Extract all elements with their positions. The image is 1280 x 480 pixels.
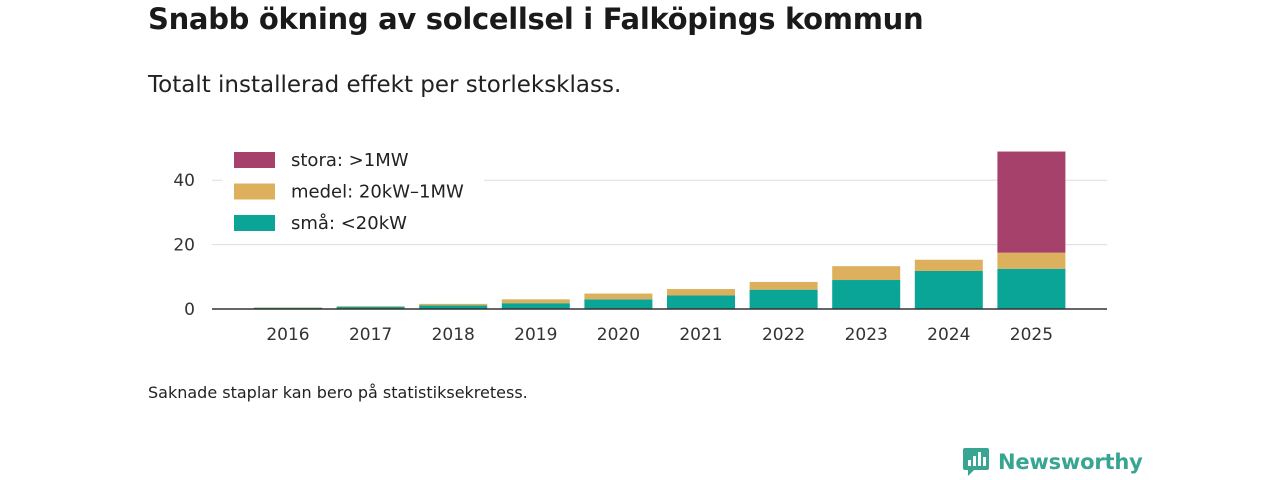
bar-medel-2021 — [667, 289, 735, 296]
bar-medel-2019 — [501, 299, 570, 304]
legend-swatch-sma — [234, 215, 275, 231]
newsworthy-logo-icon — [963, 448, 989, 476]
x-axis-ticks: 2016 2017 2018 2019 2020 2021 2022 2023 2024 2025 — [266, 325, 1053, 345]
x-tick-label: 2024 — [927, 325, 970, 345]
legend-label-sma: små: <20kW — [291, 213, 407, 234]
bar-sma-2019 — [501, 303, 570, 309]
legend-swatch-stora — [234, 152, 275, 168]
bar-sma-2020 — [584, 299, 653, 309]
x-tick-label: 2022 — [762, 325, 805, 345]
brand-name: Newsworthy — [998, 450, 1143, 474]
bar-sma-2024 — [914, 271, 983, 309]
bars — [254, 151, 1066, 309]
legend: stora: >1MW medel: 20kW–1MW små: <20kW — [222, 142, 484, 242]
bar-medel-2020 — [584, 293, 653, 300]
chart-title: Snabb ökning av solcellsel i Falköpings … — [148, 2, 924, 36]
x-tick-label: 2019 — [514, 325, 557, 345]
footnote: Saknade staplar kan bero på statistiksek… — [148, 383, 528, 402]
bar-sma-2018 — [419, 305, 488, 309]
chart-subtitle: Totalt installerad effekt per storlekskl… — [148, 72, 622, 98]
bar-stora-2025 — [997, 151, 1066, 253]
legend-label-stora: stora: >1MW — [291, 150, 409, 171]
x-tick-label: 2016 — [266, 325, 309, 345]
bar-sma-2017 — [336, 306, 405, 309]
x-tick-label: 2023 — [845, 325, 888, 345]
bar-sma-2023 — [832, 280, 901, 309]
y-tick-label: 20 — [173, 236, 195, 256]
bar-medel-2018 — [419, 303, 488, 306]
legend-label-medel: medel: 20kW–1MW — [291, 182, 464, 203]
x-tick-label: 2017 — [349, 325, 392, 345]
bar-sma-2021 — [667, 295, 735, 309]
bar-medel-2025 — [997, 252, 1066, 269]
bar-sma-2025 — [997, 268, 1066, 309]
bar-medel-2023 — [832, 266, 901, 281]
x-tick-label: 2021 — [679, 325, 722, 345]
y-axis-ticks: 0 20 40 — [173, 171, 195, 320]
y-tick-label: 40 — [173, 171, 195, 191]
x-tick-label: 2018 — [432, 325, 475, 345]
bar-medel-2022 — [749, 281, 818, 290]
newsworthy-brand[interactable]: Newsworthy — [962, 446, 1143, 478]
x-tick-label: 2020 — [597, 325, 640, 345]
bar-medel-2017 — [336, 306, 405, 307]
legend-swatch-medel — [234, 183, 275, 200]
bar-medel-2024 — [914, 259, 983, 272]
y-tick-label: 0 — [184, 300, 195, 320]
x-tick-label: 2025 — [1010, 325, 1053, 345]
bar-sma-2022 — [749, 289, 818, 309]
